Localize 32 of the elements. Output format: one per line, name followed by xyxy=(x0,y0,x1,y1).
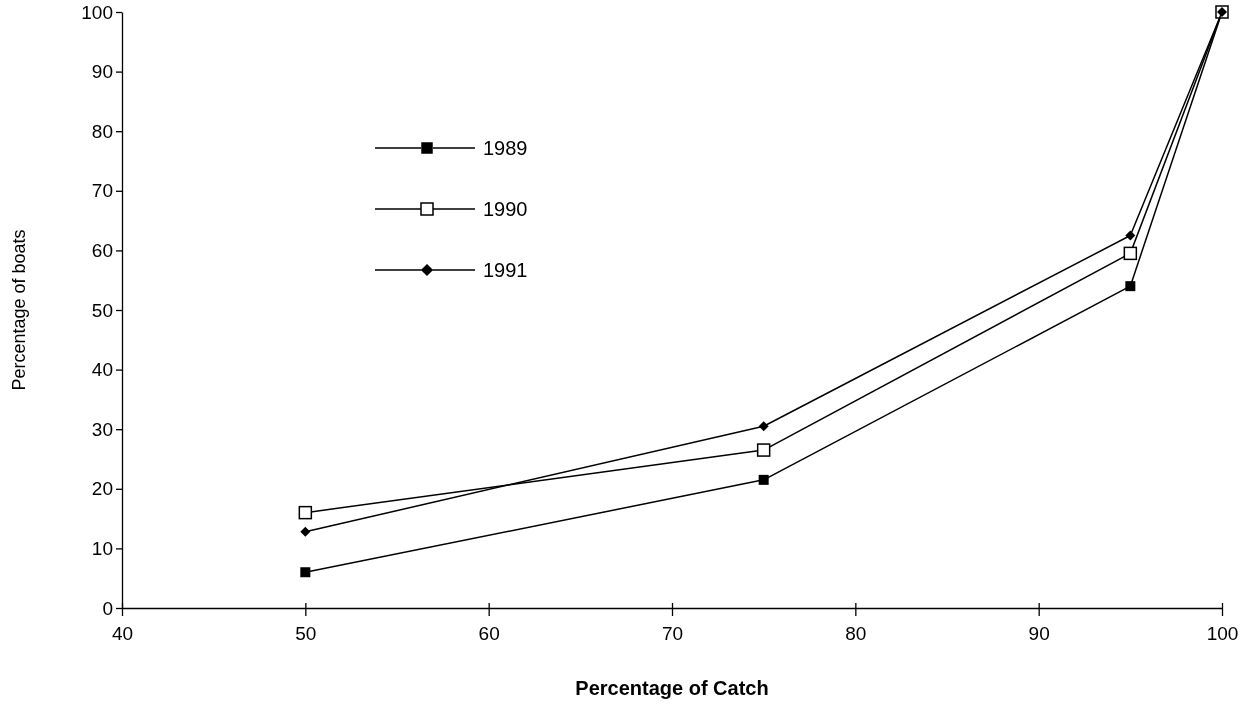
point xyxy=(1125,230,1136,241)
x-tick-label: 60 xyxy=(478,622,500,644)
point xyxy=(298,505,313,520)
x-tick-label: 90 xyxy=(1028,622,1050,644)
y-tick-label: 90 xyxy=(91,61,113,83)
y-tick-label: 70 xyxy=(91,180,113,202)
y-tick-label: 80 xyxy=(91,120,113,142)
x-tick-label: 50 xyxy=(295,622,317,644)
point xyxy=(758,474,769,485)
y-tick-label: 10 xyxy=(91,537,113,559)
y-axis-title: Percentage of boats xyxy=(9,229,29,391)
y-tick-label: 60 xyxy=(91,239,113,261)
x-tick-label: 100 xyxy=(1206,622,1239,644)
x-axis-title: Percentage of Catch xyxy=(575,677,769,699)
legend-label: 1989 xyxy=(483,137,528,159)
point xyxy=(1125,281,1136,292)
point xyxy=(300,567,311,578)
x-tick-label: 40 xyxy=(111,622,134,644)
legend-label: 1991 xyxy=(483,259,528,281)
y-tick-label: 50 xyxy=(91,299,113,321)
x-tick-label: 80 xyxy=(845,622,867,644)
y-tick-label: 0 xyxy=(102,597,113,619)
point xyxy=(300,526,311,537)
legend-label: 1990 xyxy=(483,198,528,220)
y-tick-label: 20 xyxy=(91,478,113,500)
x-tick-label: 70 xyxy=(661,622,684,644)
point xyxy=(756,443,771,457)
y-tick-label: 30 xyxy=(91,418,113,440)
y-tick-label: 100 xyxy=(81,1,113,23)
point xyxy=(758,421,769,432)
point xyxy=(1123,246,1138,261)
y-tick-label: 40 xyxy=(91,359,113,381)
